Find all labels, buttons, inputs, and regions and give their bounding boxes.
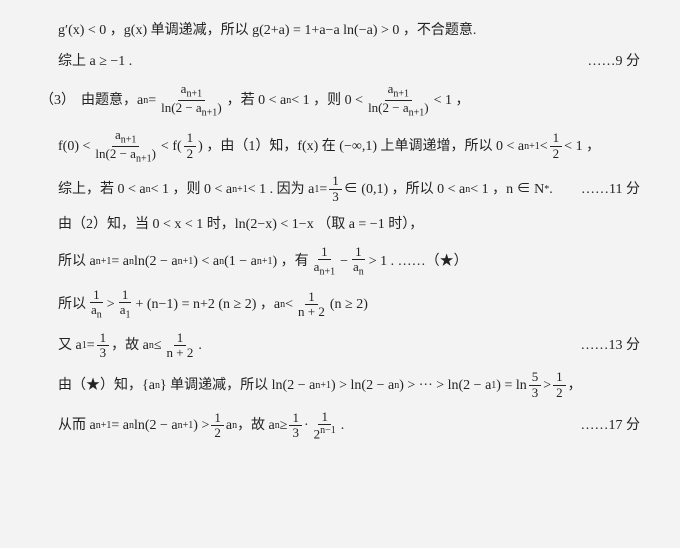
frac: 1an <box>88 288 105 321</box>
frac: an+1 ln(2 − an+1) <box>92 128 159 164</box>
t: (n ≥ 2) <box>330 294 368 315</box>
l7: 所以 an+1 = an ln(2 − an+1 ) < an (1 − an+… <box>58 245 640 278</box>
t: ≤ <box>154 335 162 356</box>
t: 所以 a <box>58 251 96 272</box>
l2: 综上 a ≥ −1 . ……9 分 <box>58 51 640 72</box>
t: ln(2 − a <box>134 251 178 272</box>
t: + (n−1) = n+2 (n ≥ 2) ，a <box>135 294 280 315</box>
t: > <box>543 375 551 396</box>
t: < 1 ， <box>564 136 600 157</box>
t: } 单调递减，所以 ln(2 − a <box>160 375 315 396</box>
t: = <box>87 335 95 356</box>
t: = <box>319 179 327 200</box>
t: 所以 <box>58 294 86 315</box>
t: ) = ln <box>496 375 526 396</box>
frac: 53 <box>529 370 542 400</box>
sub: n+1 <box>524 139 540 154</box>
t: ， <box>568 375 582 396</box>
t: (1 − a <box>224 251 257 272</box>
frac: an+1 ln(2 − an+1) <box>365 82 432 118</box>
sub: n+1 <box>178 254 194 269</box>
l11: 从而 an+1 = an ln(2 − an+1 ) > 12 an ，故 an… <box>58 410 640 442</box>
t: ，故 a <box>111 335 149 356</box>
l9: 又 a1 = 13 ，故 an ≤ 1n + 2 . ……13 分 <box>58 331 640 361</box>
t: > 1 . ……（★） <box>369 251 468 272</box>
sub: n+1 <box>257 254 273 269</box>
t: ∈ (0,1) ，所以 0 < a <box>344 179 465 200</box>
sub: n+1 <box>96 418 112 433</box>
t: ，若 0 < a <box>227 90 287 111</box>
t: < <box>285 294 293 315</box>
frac: 1a1 <box>117 288 134 321</box>
sub: n+1 <box>178 418 194 433</box>
t: ln(2 − a <box>134 415 178 436</box>
t: 由（2）知，当 0 < x < 1 时，ln(2−x) < 1−x （取 a =… <box>58 214 423 235</box>
l4: f(0) < an+1 ln(2 − an+1) < f( 12 ) ，由（1）… <box>58 128 640 164</box>
l8: 所以 1an > 1a1 + (n−1) = n+2 (n ≥ 2) ，an <… <box>58 288 640 321</box>
sub: n+1 <box>232 182 248 197</box>
t: 又 a <box>58 335 82 356</box>
score: ……9 分 <box>568 51 641 72</box>
t: < 1 . 因为 a <box>248 179 315 200</box>
t: − <box>340 251 348 272</box>
t: < f( <box>161 136 182 157</box>
l5: 综上，若 0 < an < 1 ，则 0 < an+1 < 1 . 因为 a1 … <box>58 174 640 204</box>
frac: 1an+1 <box>311 245 338 278</box>
t: < 1 ，n ∈ N <box>470 179 544 200</box>
l6: 由（2）知，当 0 < x < 1 时，ln(2−x) < 1−x （取 a =… <box>58 214 640 235</box>
t: 从而 a <box>58 415 96 436</box>
t: < <box>540 136 548 157</box>
score: ……17 分 <box>561 415 641 436</box>
frac: 12 <box>550 131 563 161</box>
t: < 1 ，则 0 < a <box>151 179 233 200</box>
t: ) ，由（1）知，f(x) 在 (−∞,1) 上单调递增，所以 0 < a <box>198 136 524 157</box>
l1: g′(x) < 0 ，g(x) 单调递减，所以 g(2+a) = 1+a−a l… <box>58 20 640 41</box>
t: = a <box>111 415 129 436</box>
t: ≥ <box>280 415 288 436</box>
frac: 1n + 2 <box>295 290 328 320</box>
score: ……13 分 <box>561 335 641 356</box>
score: ……11 分 <box>561 179 640 200</box>
t: ) < a <box>193 251 219 272</box>
sub: n+1 <box>315 378 331 393</box>
t: . <box>549 179 553 200</box>
t: 综上，若 0 < a <box>58 179 146 200</box>
frac: 13 <box>289 411 302 441</box>
t: 由（★）知，{a <box>58 375 155 396</box>
sub: n+1 <box>96 254 112 269</box>
t: . <box>341 415 345 436</box>
frac: 13 <box>329 174 342 204</box>
t: ，故 a <box>237 415 275 436</box>
frac: 1n + 2 <box>164 331 197 361</box>
frac: 1an <box>350 245 367 278</box>
part-number: （3） <box>40 90 75 111</box>
t: ) > ln(2 − a <box>331 375 394 396</box>
t: ) > <box>193 415 209 436</box>
t: < 1 ，则 0 < <box>291 90 363 111</box>
t: = a <box>111 251 129 272</box>
t: . <box>198 335 202 356</box>
frac: 12 <box>211 411 224 441</box>
t: 综上 a ≥ −1 . <box>58 51 132 72</box>
t: ) ，有 <box>272 251 308 272</box>
t: 由题意，a <box>81 90 143 111</box>
t: < 1 ， <box>434 90 470 111</box>
t: · <box>304 415 309 436</box>
frac: 12n−1 <box>311 410 339 442</box>
frac: 12 <box>553 370 566 400</box>
frac: an+1 ln(2 − an+1) <box>158 82 225 118</box>
frac: 13 <box>97 331 110 361</box>
t: > <box>107 294 115 315</box>
l10: 由（★）知，{an } 单调递减，所以 ln(2 − an+1 ) > ln(2… <box>58 370 640 400</box>
t: = <box>148 90 156 111</box>
t: g′(x) < 0 ，g(x) 单调递减，所以 g(2+a) = 1+a−a l… <box>58 20 476 41</box>
frac: 12 <box>184 131 197 161</box>
l3: （3） 由题意，an = an+1 ln(2 − an+1) ，若 0 < an… <box>40 82 640 118</box>
t: f(0) < <box>58 136 90 157</box>
t: ) > ··· > ln(2 − a <box>399 375 491 396</box>
